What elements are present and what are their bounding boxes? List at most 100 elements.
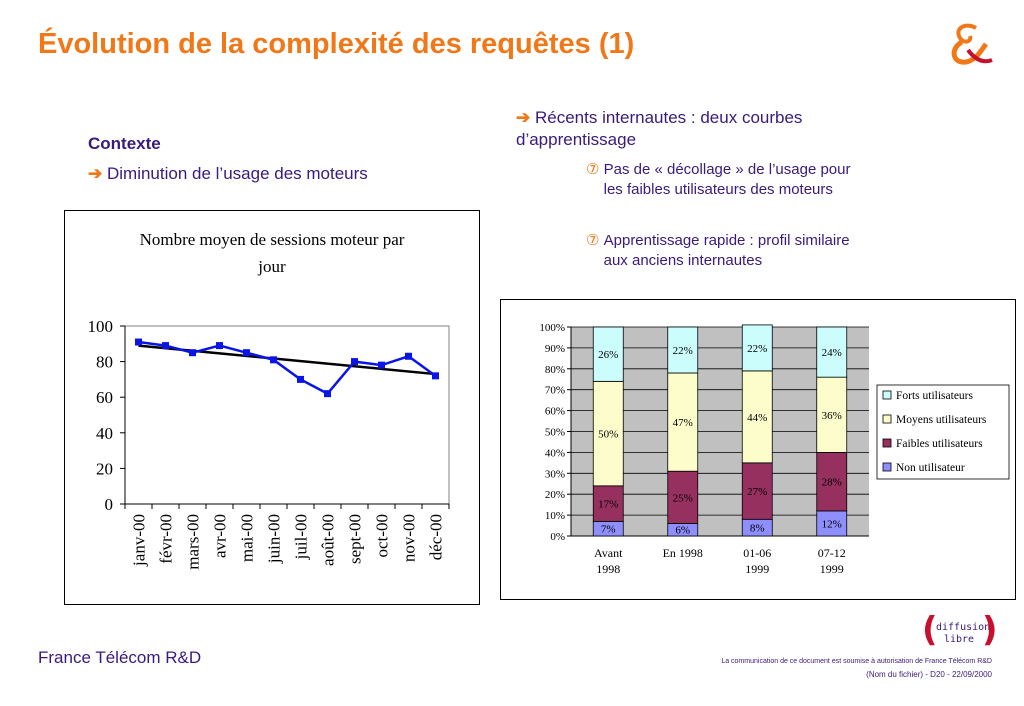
sub-bullet-text: Apprentissage rapide : profil similaire … bbox=[603, 232, 850, 269]
x-tick-label: 01-06 bbox=[743, 546, 771, 560]
legend-label: Non utilisateur bbox=[896, 462, 965, 474]
y-tick-label: 10% bbox=[545, 510, 565, 522]
x-tick-label: mars-00 bbox=[184, 514, 203, 570]
data-point bbox=[297, 375, 304, 383]
data-point bbox=[162, 342, 169, 350]
x-tick-label: avr-00 bbox=[211, 514, 230, 558]
data-point bbox=[351, 358, 358, 366]
x-tick-label: févr-00 bbox=[157, 514, 176, 564]
badge-line-2: libre bbox=[943, 634, 975, 645]
x-tick-label: 1998 bbox=[596, 562, 620, 576]
x-tick-label: mai-00 bbox=[238, 514, 257, 562]
chart-title-line1: Nombre moyen de sessions moteur par bbox=[140, 230, 405, 249]
x-tick-label: janv-00 bbox=[130, 514, 149, 567]
data-label: 24% bbox=[822, 347, 842, 359]
data-point bbox=[189, 349, 196, 357]
legend-label: Faibles utilisateurs bbox=[896, 438, 983, 450]
recent-users-bullet: ➔ Récents internautes : deux courbes d’a… bbox=[516, 107, 896, 151]
data-label: 25% bbox=[673, 492, 693, 504]
legend-label: Moyens utilisateurs bbox=[896, 414, 987, 426]
data-label: 50% bbox=[598, 429, 618, 441]
bar-segment bbox=[741, 370, 773, 464]
legend-swatch bbox=[882, 462, 892, 472]
data-label: 36% bbox=[822, 410, 842, 422]
data-point bbox=[243, 349, 250, 357]
x-tick-label: juil-00 bbox=[292, 514, 311, 560]
diffusion-libre-badge: ( diffusion libre ) bbox=[922, 610, 998, 650]
data-label: 47% bbox=[673, 417, 693, 429]
x-tick-label: 07-12 bbox=[818, 546, 846, 560]
sub-bullet-1: ⑦ Pas de « décollage » de l’usage pour l… bbox=[586, 160, 876, 200]
stacked-bar-chart-svg: 0% 10% 20% 30% 40% 50% 60% 70% 80% 90% 100% 7% 17% 50… bbox=[539, 322, 1010, 576]
context-heading: Contexte bbox=[88, 134, 161, 153]
y-tick-label: 0 bbox=[105, 495, 114, 514]
sub-bullet-2: ⑦ Apprentissage rapide : profil similair… bbox=[586, 231, 876, 271]
bar-segment bbox=[667, 470, 699, 524]
footer-notice: La communication de ce document est soum… bbox=[721, 658, 992, 665]
badge-line-1: diffusion bbox=[936, 622, 991, 633]
legend-swatch bbox=[882, 438, 892, 448]
data-label: 8% bbox=[750, 523, 765, 535]
right-paren-icon: ) bbox=[982, 610, 998, 650]
data-label: 22% bbox=[673, 345, 693, 357]
data-label: 28% bbox=[822, 477, 842, 489]
data-label: 7% bbox=[601, 524, 616, 536]
y-tick-label: 30% bbox=[545, 468, 565, 480]
recent-users-text: Récents internautes : deux courbes d’app… bbox=[516, 108, 803, 149]
data-label: 26% bbox=[598, 349, 618, 361]
sessions-line-chart: Nombre moyen de sessions moteur par jour 0… bbox=[64, 210, 480, 605]
legend-swatch bbox=[882, 390, 892, 400]
data-label: 17% bbox=[598, 499, 618, 511]
y-tick-label: 80 bbox=[96, 353, 113, 372]
sub-bullet-text: Pas de « décollage » de l’usage pour les… bbox=[603, 161, 851, 198]
page-title: Évolution de la complexité des requêtes … bbox=[38, 28, 635, 60]
y-tick-label: 70% bbox=[545, 385, 565, 397]
footer-file-info: (Nom du fichier) - D20 - 22/09/2000 bbox=[866, 670, 992, 679]
bar-segment bbox=[741, 324, 773, 372]
bar-segment bbox=[592, 485, 624, 522]
left-paren-icon: ( bbox=[922, 610, 938, 650]
bar-segment bbox=[592, 380, 624, 487]
x-tick-label: août-00 bbox=[319, 514, 338, 566]
y-tick-label: 100 bbox=[88, 317, 114, 336]
x-tick-label: sept-00 bbox=[346, 514, 365, 564]
data-label: 6% bbox=[675, 525, 690, 537]
data-point bbox=[270, 356, 277, 364]
bar-segment bbox=[816, 451, 848, 512]
y-tick-label: 40% bbox=[545, 447, 565, 459]
footer-company: France Télécom R&D bbox=[38, 648, 202, 667]
y-tick-label: 20% bbox=[545, 489, 565, 501]
data-point bbox=[216, 342, 223, 350]
bar-segment bbox=[667, 372, 699, 472]
y-tick-label: 100% bbox=[539, 322, 565, 334]
x-tick-label: nov-00 bbox=[400, 514, 419, 562]
x-tick-label: juin-00 bbox=[265, 514, 284, 564]
legend-swatch bbox=[882, 414, 892, 424]
x-tick-label: En 1998 bbox=[663, 546, 703, 560]
y-tick-label: 0% bbox=[550, 531, 565, 543]
x-tick-label: déc-00 bbox=[427, 514, 446, 560]
bar-segment bbox=[816, 510, 848, 537]
data-label: 27% bbox=[747, 486, 767, 498]
context-bullet-text: Diminution de l’usage des moteurs bbox=[106, 164, 368, 183]
y-tick-label: 80% bbox=[545, 364, 565, 376]
y-tick-label: 60% bbox=[545, 406, 565, 418]
data-label: 12% bbox=[822, 518, 842, 530]
context-bullet: ➔ Diminution de l’usage des moteurs bbox=[88, 164, 368, 184]
y-tick-label: 60 bbox=[96, 388, 113, 407]
plot-area bbox=[124, 325, 450, 505]
bar-segment bbox=[592, 326, 624, 382]
users-stacked-bar-chart: 0% 10% 20% 30% 40% 50% 60% 70% 80% 90% 100% 7% 17% 50… bbox=[500, 299, 1016, 600]
bar-segment bbox=[816, 326, 848, 378]
y-tick-label: 20 bbox=[96, 459, 113, 478]
x-tick-label: Avant bbox=[594, 546, 623, 560]
y-tick-label: 40 bbox=[96, 424, 113, 443]
line-chart-svg: Nombre moyen de sessions moteur par jour 0… bbox=[88, 230, 450, 570]
arrow-icon: ➔ bbox=[516, 108, 531, 127]
chart-title-line2: jour bbox=[257, 257, 286, 276]
bar-segment bbox=[667, 326, 699, 374]
x-tick-label: oct-00 bbox=[373, 514, 392, 557]
bullet-symbol-icon: ⑦ bbox=[586, 232, 600, 249]
data-point bbox=[378, 361, 385, 369]
y-tick-label: 50% bbox=[545, 427, 565, 439]
